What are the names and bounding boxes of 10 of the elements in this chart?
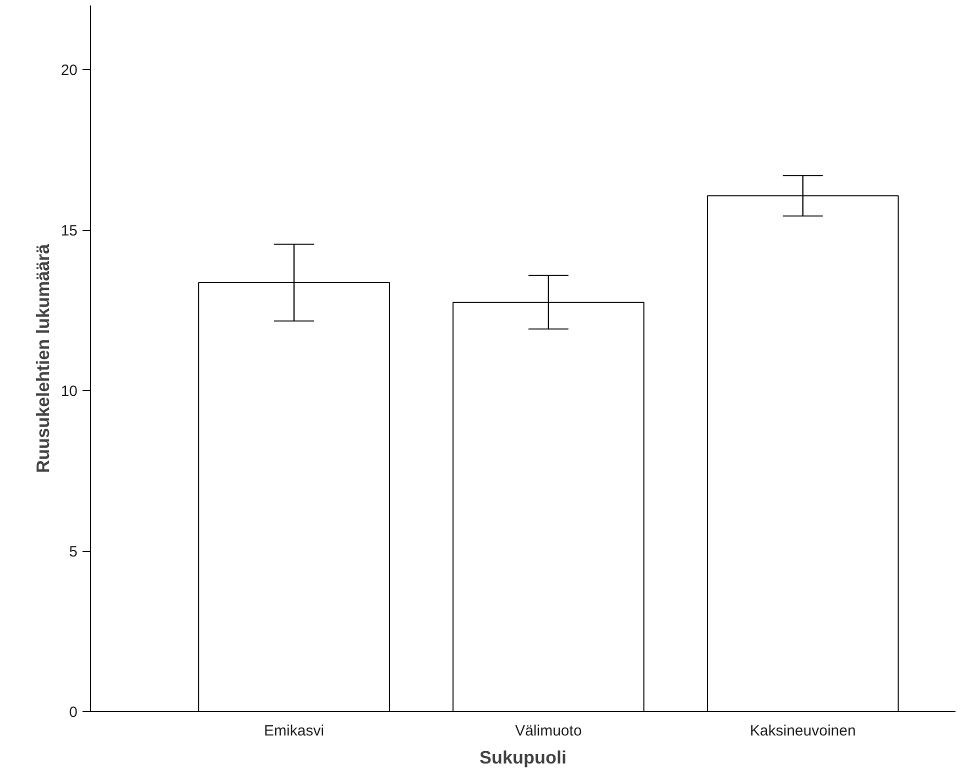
x-tick-label: Emikasvi <box>264 722 324 740</box>
y-tick-label: 0 <box>69 704 78 721</box>
x-axis-title: Sukupuoli <box>480 748 567 768</box>
y-tick-label: 5 <box>69 544 78 561</box>
y-tick-label: 10 <box>60 383 78 400</box>
y-axis-title: Ruusukelehtien lukumäärä <box>32 242 53 474</box>
x-tick-label: Kaksineuvoinen <box>750 722 856 740</box>
y-tick-label: 15 <box>60 222 78 240</box>
y-tick-label: 20 <box>60 62 78 80</box>
x-tick-label: Välimuoto <box>515 722 582 740</box>
